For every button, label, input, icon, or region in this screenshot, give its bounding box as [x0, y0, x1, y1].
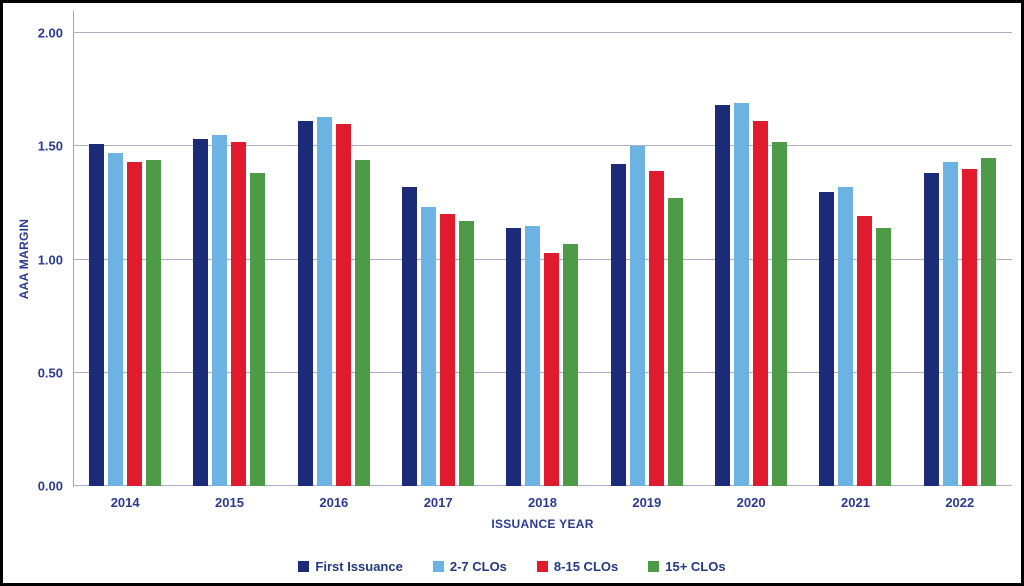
bar-group-2018 — [490, 33, 594, 486]
bar — [648, 171, 664, 486]
bar — [715, 105, 731, 486]
gridline — [73, 145, 1012, 147]
legend-swatch-8-15-clos — [536, 561, 548, 572]
x-tick-label: 2017 — [423, 495, 453, 510]
x-tick-label: 2014 — [110, 495, 140, 510]
bar-group-2017 — [386, 33, 490, 486]
legend-label: First Issuance — [315, 559, 403, 574]
gridline — [73, 32, 1012, 33]
legend-label: 2-7 CLOs — [449, 559, 507, 574]
gridline — [73, 485, 1012, 486]
y-tick-label: 0.00 — [37, 478, 63, 494]
y-tick-label: 1.00 — [37, 252, 63, 267]
y-tick-label: 2.00 — [37, 25, 63, 41]
bar — [942, 162, 958, 486]
bar — [563, 243, 579, 486]
bar — [876, 227, 892, 486]
bar — [961, 168, 977, 486]
bar — [354, 159, 370, 486]
bar-group-2014 — [73, 33, 177, 486]
x-axis-title: ISSUANCE YEAR — [491, 517, 594, 531]
x-tick-label: 2015 — [215, 495, 244, 510]
bar — [127, 162, 143, 486]
bar-group-2021 — [803, 33, 907, 486]
y-tick-label: 1.50 — [37, 138, 63, 154]
bar — [772, 141, 788, 486]
y-axis-title: AAA MARGIN — [17, 218, 31, 300]
bar-groups-container — [73, 33, 1012, 486]
bar — [923, 173, 939, 486]
legend: First Issuance 2-7 CLOs 8-15 CLOs 15+ CL… — [3, 559, 1021, 574]
legend-label: 15+ CLOs — [665, 559, 726, 574]
x-tick-label: 2021 — [841, 495, 870, 510]
bar — [544, 252, 560, 486]
bar — [335, 123, 351, 486]
bar-group-2020 — [699, 33, 803, 486]
bar-group-2022 — [908, 33, 1012, 486]
bar — [753, 121, 769, 486]
bar — [297, 121, 313, 486]
bar — [440, 214, 456, 486]
y-axis-line — [73, 11, 74, 487]
bar — [629, 146, 645, 486]
legend-item: 8-15 CLOs — [536, 559, 619, 574]
gridline — [73, 371, 1012, 373]
bar-group-2016 — [282, 33, 386, 486]
plot-area: 0.00 0.50 1.00 1.50 2.00 — [38, 26, 1012, 494]
bar — [838, 187, 854, 486]
legend-swatch-15-plus-clos — [648, 561, 660, 572]
legend-swatch-2-7-clos — [432, 561, 444, 572]
bar — [421, 207, 437, 486]
bar — [250, 173, 266, 486]
legend-item: 15+ CLOs — [648, 559, 726, 574]
legend-swatch-first-issuance — [298, 561, 310, 572]
bar-group-2019 — [595, 33, 699, 486]
bar — [610, 164, 626, 486]
bar — [525, 225, 541, 486]
bar — [316, 116, 332, 486]
bar — [459, 221, 475, 486]
x-tick-label: 2019 — [632, 495, 662, 510]
bar — [108, 153, 124, 486]
bar — [146, 159, 162, 486]
y-tick-label: 0.50 — [37, 365, 63, 381]
bar — [980, 157, 996, 486]
x-tick-label: 2018 — [528, 495, 557, 510]
bar-group-2015 — [177, 33, 281, 486]
bar — [193, 139, 209, 486]
bar — [857, 216, 873, 486]
bar — [819, 191, 835, 486]
x-tick-label: 2022 — [945, 495, 975, 510]
bar — [89, 144, 105, 486]
x-tick-row: 2014 2015 2016 2017 2018 2019 2020 2021 2022 — [73, 495, 1012, 510]
bar — [402, 187, 418, 486]
legend-item: 2-7 CLOs — [432, 559, 507, 574]
legend-item: First Issuance — [298, 559, 403, 574]
x-tick-label: 2020 — [736, 495, 766, 510]
bar — [212, 134, 228, 486]
x-tick-label: 2016 — [319, 495, 349, 510]
legend-label: 8-15 CLOs — [553, 559, 619, 574]
bar — [734, 103, 750, 486]
bar — [667, 198, 683, 486]
gridline — [73, 258, 1012, 260]
bar — [506, 227, 522, 486]
bar — [231, 141, 247, 486]
